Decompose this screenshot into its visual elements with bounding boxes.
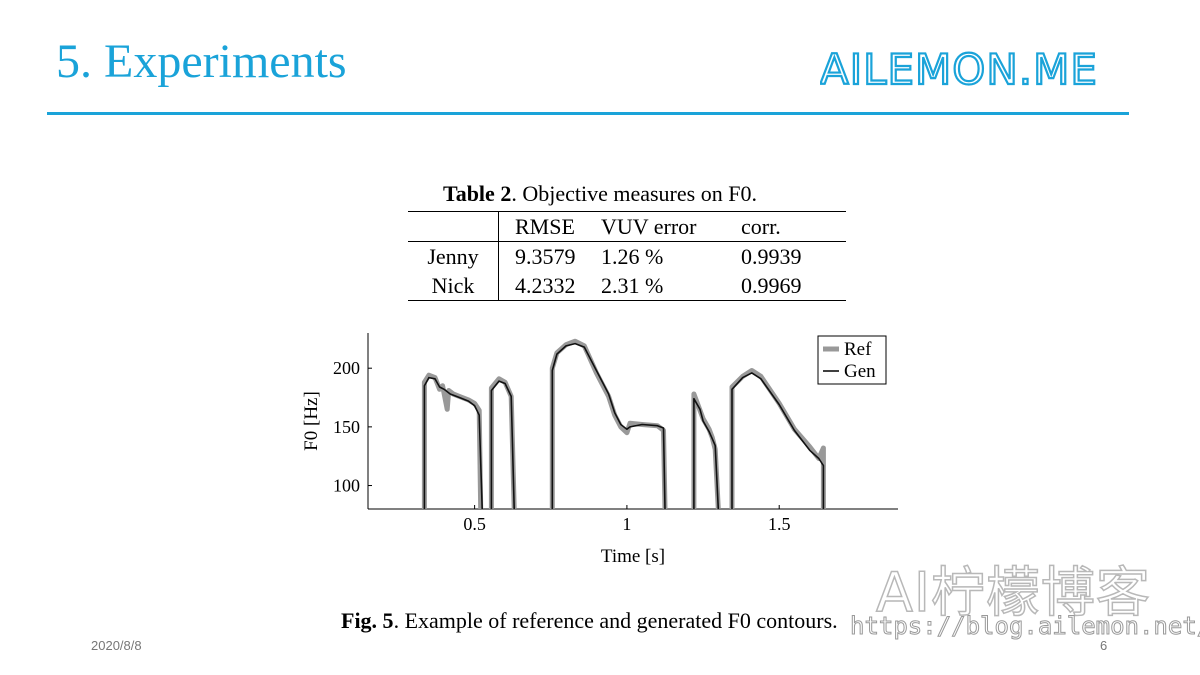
slide-title: 5. Experiments — [56, 35, 347, 88]
table-header-rmse: RMSE — [498, 211, 601, 242]
series-line-gen — [490, 380, 515, 510]
y-tick-label: 150 — [333, 417, 360, 437]
table-caption: Table 2. Objective measures on F0. — [0, 181, 1200, 207]
table-row: Nick 4.2332 2.31 % 0.9969 — [408, 271, 846, 301]
table-caption-text: . Objective measures on F0. — [511, 181, 757, 206]
series-line-ref — [421, 372, 484, 510]
series-line-gen — [693, 397, 720, 510]
page-number: 6 — [1100, 638, 1108, 653]
table-cell-corr: 0.9969 — [741, 271, 846, 301]
x-tick-label: 0.5 — [463, 514, 486, 534]
table-header-vuv: VUV error — [601, 211, 741, 242]
table-cell-name: Nick — [408, 271, 499, 301]
table-header-corr: corr. — [741, 211, 846, 242]
watermark-url: https://blog.ailemon.net/ — [849, 612, 1200, 641]
legend-label-ref: Ref — [844, 339, 872, 360]
table-cell-corr: 0.9939 — [741, 244, 802, 269]
ailemon-logo: AILEMON.ME — [820, 44, 1098, 92]
slide-date: 2020/8/8 — [91, 638, 142, 653]
y-tick-label: 200 — [333, 358, 360, 378]
series-line-gen — [551, 342, 666, 510]
figure-caption: Fig. 5. Example of reference and generat… — [341, 608, 838, 634]
series-line-ref — [691, 391, 721, 510]
series-line-gen — [423, 376, 483, 510]
table-header-blank — [408, 211, 499, 242]
logo-text: AILEMON.ME — [820, 45, 1098, 92]
x-axis-label: Time [s] — [601, 546, 665, 567]
table-cell-vuv: 2.31 % — [601, 271, 741, 301]
y-tick-label: 100 — [333, 476, 360, 496]
series-line-gen — [731, 372, 825, 509]
series-line-ref — [729, 368, 826, 509]
legend-box — [817, 335, 887, 385]
watermark-text: AI柠檬博客 — [875, 560, 1151, 625]
figure-caption-text: . Example of reference and generated F0 … — [393, 608, 838, 633]
table-cell-rmse: 9.3579 — [515, 244, 576, 269]
objective-measures-table: RMSE VUV error corr. Jenny 9.3579 1.26 %… — [408, 211, 846, 301]
table-cell-rmse: 4.2332 — [498, 271, 601, 301]
table-row: Jenny 9.3579 1.26 % 0.9939 — [408, 241, 846, 271]
title-divider — [47, 112, 1129, 115]
table-cell-vuv: 1.26 % — [601, 244, 664, 269]
x-tick-label: 1 — [622, 514, 631, 534]
x-tick-label: 1.5 — [768, 514, 791, 534]
figure-caption-label: Fig. 5 — [341, 608, 394, 633]
legend-label-gen: Gen — [844, 361, 876, 382]
table-caption-label: Table 2 — [443, 181, 512, 206]
table-header-row: RMSE VUV error corr. — [408, 211, 846, 242]
y-axis-label: F0 [Hz] — [301, 391, 322, 451]
table-cell-name: Jenny — [408, 241, 499, 271]
